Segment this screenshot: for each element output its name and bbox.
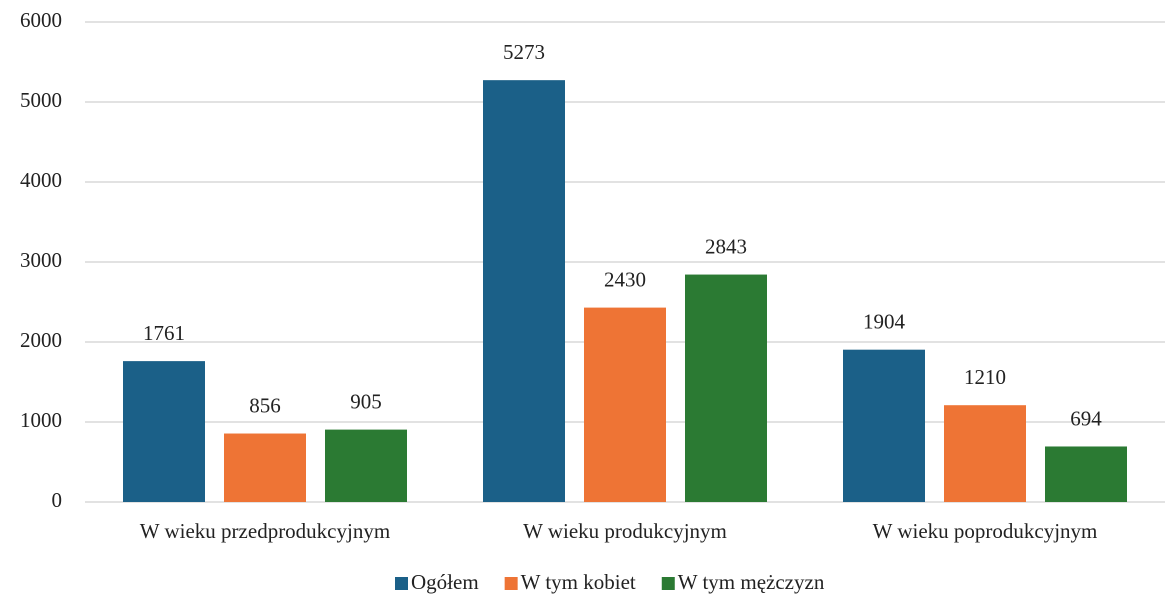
legend-swatch <box>661 577 675 590</box>
data-label: 5273 <box>503 40 545 64</box>
bar <box>123 361 205 502</box>
data-label: 1904 <box>863 309 906 333</box>
y-tick-label: 0 <box>52 488 63 512</box>
legend-label: W tym mężczyzn <box>678 570 825 594</box>
bar <box>944 405 1026 502</box>
y-tick-label: 5000 <box>20 88 62 112</box>
y-tick-label: 3000 <box>20 248 62 272</box>
legend-swatch <box>395 577 408 590</box>
data-label: 1761 <box>143 321 185 345</box>
y-tick-label: 1000 <box>20 408 62 432</box>
bar <box>224 433 306 502</box>
x-tick-label: W wieku poprodukcyjnym <box>873 519 1098 543</box>
legend: Ogółem W tym kobiet W tym mężczyzn <box>395 570 825 594</box>
legend-label: Ogółem <box>411 570 479 594</box>
data-label: 1210 <box>964 365 1006 389</box>
legend-swatch <box>504 577 518 590</box>
bar <box>1045 446 1127 502</box>
data-label: 2843 <box>705 234 747 258</box>
bar <box>584 307 666 502</box>
y-tick-label: 4000 <box>20 168 62 192</box>
x-tick-label: W wieku przedprodukcyjnym <box>140 519 390 543</box>
data-label: 856 <box>249 393 281 417</box>
data-label: 694 <box>1070 406 1102 430</box>
bar <box>685 274 767 502</box>
data-label: 2430 <box>604 267 646 291</box>
bar <box>483 80 565 502</box>
data-label: 905 <box>350 389 382 413</box>
bar <box>843 349 925 502</box>
y-tick-label: 6000 <box>20 8 62 32</box>
x-tick-label: W wieku produkcyjnym <box>523 519 727 543</box>
bar <box>325 429 407 502</box>
legend-label: W tym kobiet <box>521 570 636 594</box>
y-tick-label: 2000 <box>20 328 62 352</box>
